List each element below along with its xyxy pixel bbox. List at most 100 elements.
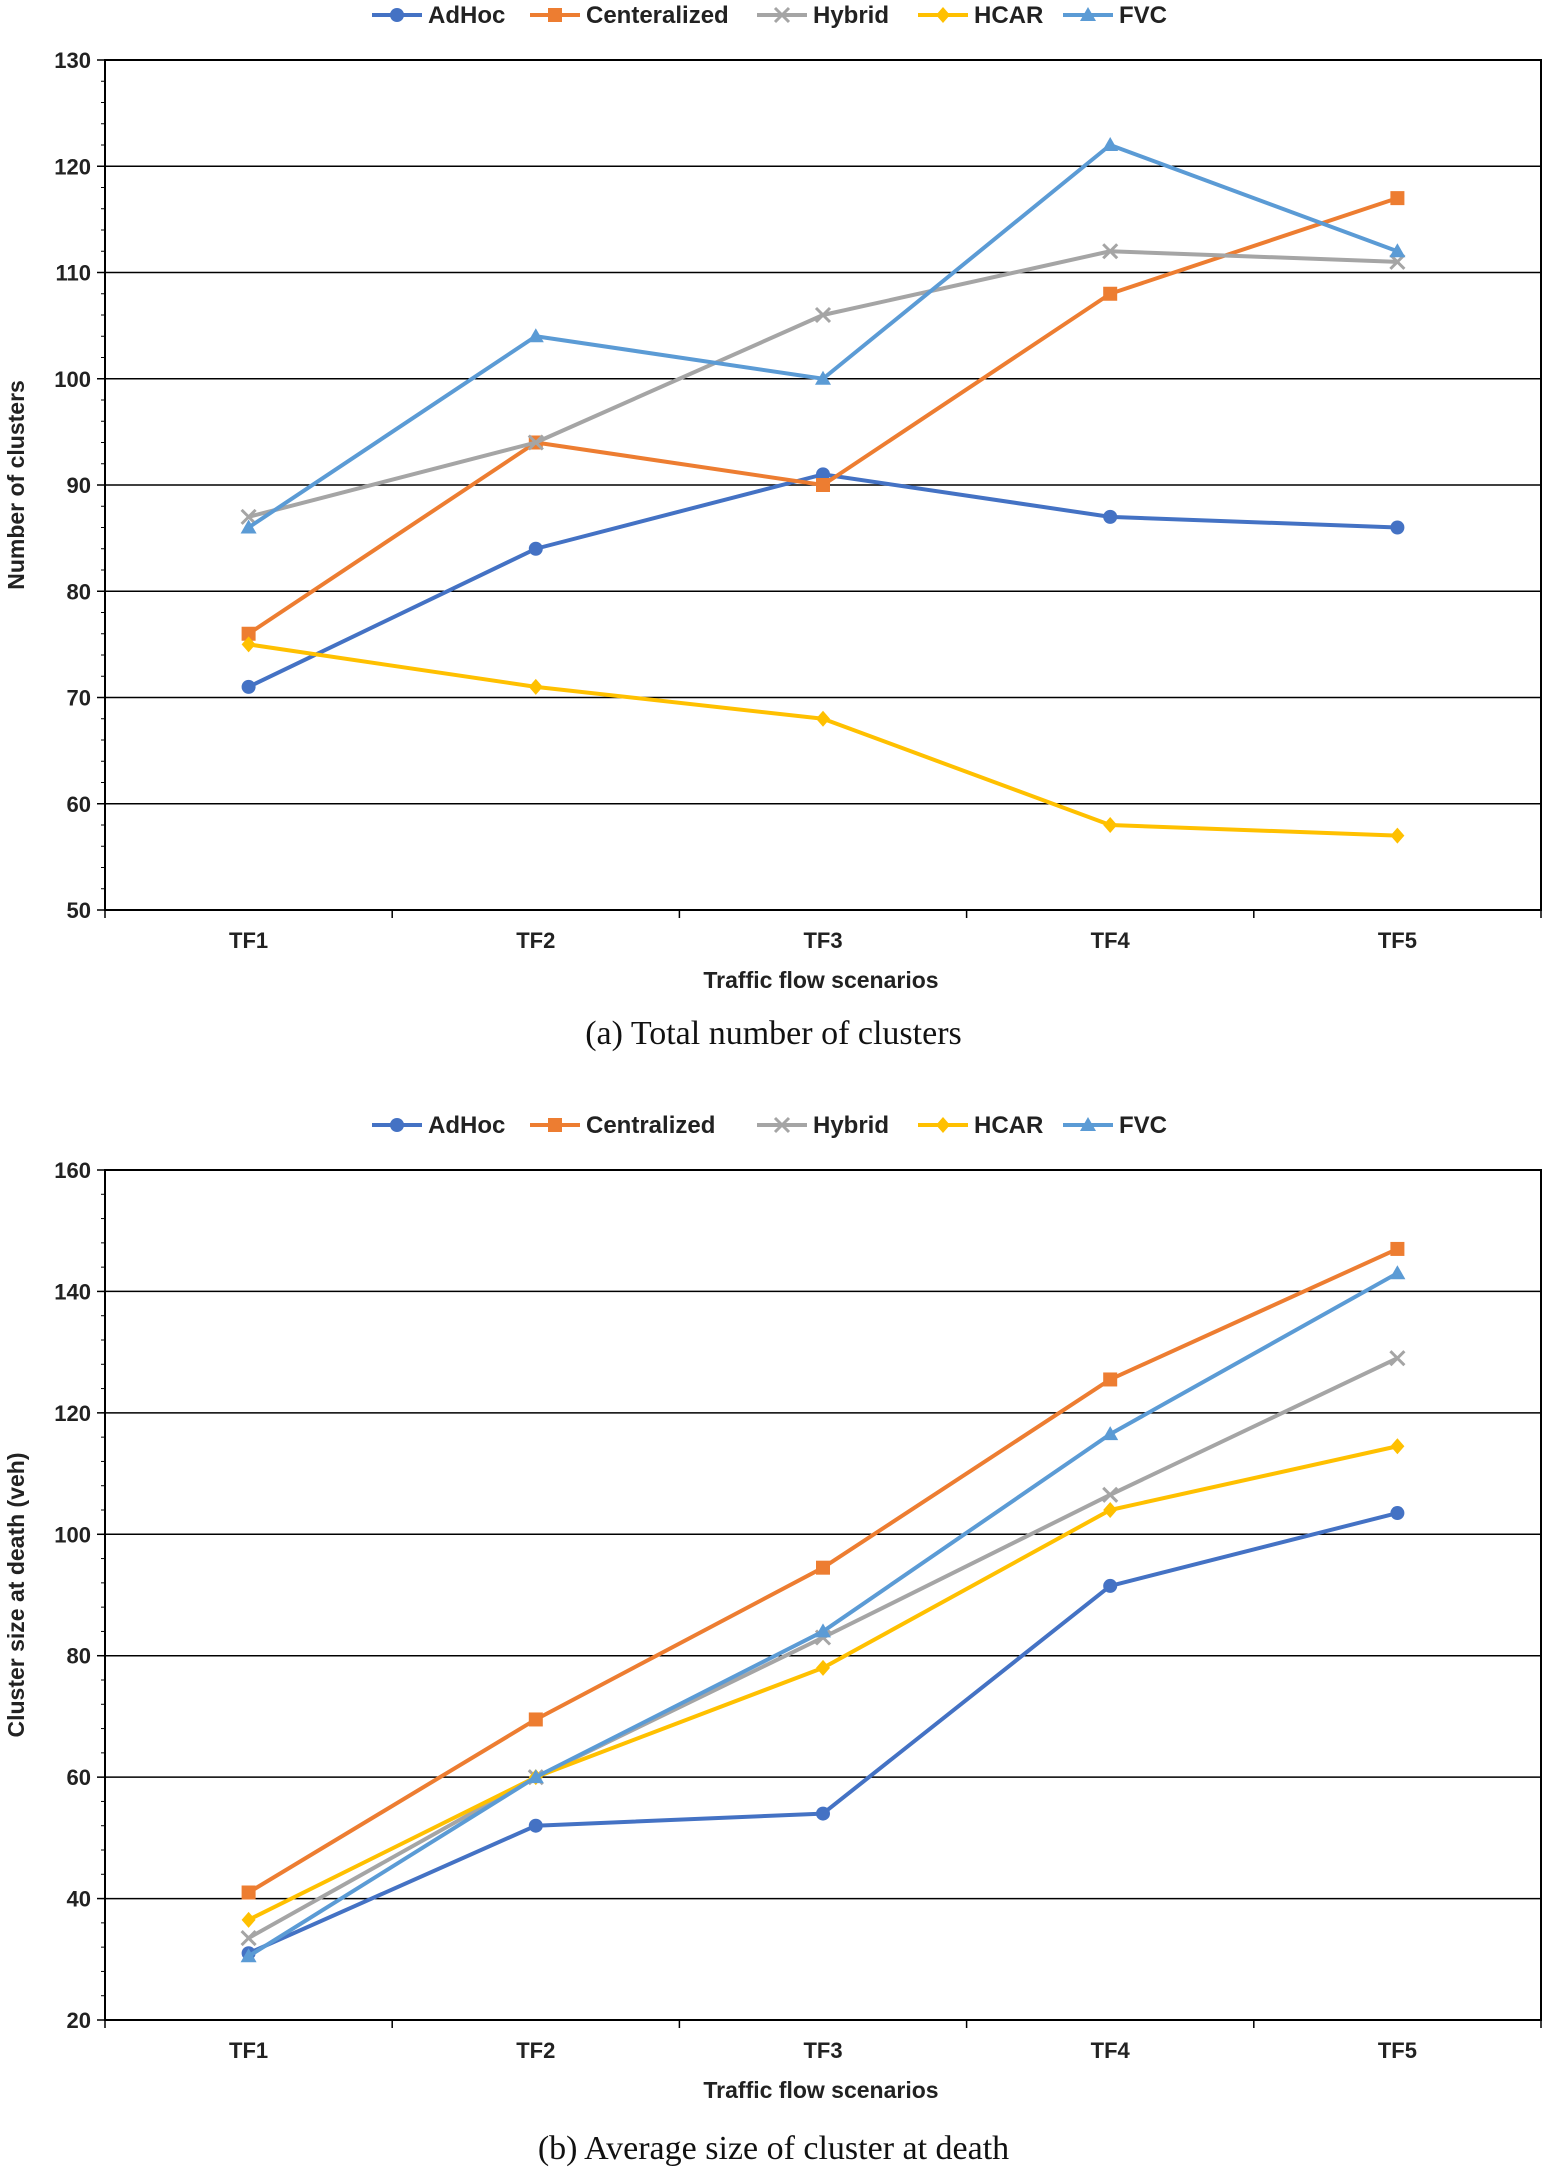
data-point	[816, 1659, 830, 1676]
legend-label: HCAR	[974, 2, 1043, 29]
data-point	[816, 467, 830, 482]
data-point	[1103, 286, 1118, 301]
legend-item-centralized: Centralized	[530, 1112, 715, 1139]
series-line	[247, 1511, 1398, 1956]
data-point	[816, 1560, 830, 1575]
y-tick-label: 90	[67, 473, 91, 498]
chart-panel-a: AdHoc Centeralized Hybrid HCAR FVC 50 60 70 80 90…	[0, 0, 1547, 1080]
legend-item-hybrid: Hybrid	[757, 1112, 889, 1139]
legend-label: Centralized	[586, 1112, 715, 1139]
legend-label: Hybrid	[813, 1112, 889, 1139]
legend-swatch-marker	[390, 1118, 404, 1132]
y-tick-label: 110	[56, 261, 92, 286]
data-point	[527, 328, 544, 343]
y-tick-label: 80	[67, 579, 91, 604]
series-centralized	[241, 1241, 1405, 1900]
x-tick-label: TF5	[1378, 928, 1417, 953]
data-point	[1389, 243, 1406, 258]
x-tick-label: TF4	[1091, 2038, 1131, 2063]
data-point	[1390, 827, 1405, 844]
series-line	[247, 1271, 1399, 1958]
data-point	[1390, 1506, 1405, 1521]
chart-a-legend: AdHoc Centeralized Hybrid HCAR FVC	[372, 2, 1167, 29]
data-point	[814, 306, 832, 324]
series-hcar	[241, 1438, 1405, 1928]
data-point	[1103, 1372, 1118, 1387]
y-axis-title: Number of clusters	[3, 380, 29, 590]
data-point	[241, 626, 256, 641]
y-axis-title: Cluster size at death (veh)	[3, 1452, 29, 1737]
data-point	[1390, 520, 1405, 535]
data-point	[1389, 1265, 1406, 1280]
series-line	[247, 472, 1398, 689]
chart-b-legend: AdHoc Centralized Hybrid HCAR FVC	[372, 1112, 1167, 1139]
data-point	[815, 1623, 831, 1638]
legend-swatch-marker	[773, 1116, 791, 1134]
y-tick-label: 120	[54, 1401, 91, 1426]
y-tick-label: 120	[54, 154, 91, 179]
data-point	[1103, 1578, 1118, 1593]
series-hcar	[241, 636, 1405, 844]
data-point	[1102, 1486, 1119, 1503]
data-point	[1389, 1350, 1406, 1367]
data-point	[1390, 1241, 1405, 1256]
chart-a-gridlines: 50 60 70 80 90 100 110 120 130	[54, 48, 1541, 923]
x-tick-label: TF2	[516, 2038, 555, 2063]
x-tick-label: TF5	[1378, 2038, 1417, 2063]
legend-swatch-marker	[936, 7, 950, 23]
legend-item-adhoc: AdHoc	[372, 1112, 505, 1139]
data-point	[528, 1712, 543, 1727]
series-hybrid	[240, 1350, 1406, 1947]
chart-a-caption: (a) Total number of clusters	[585, 1015, 962, 1052]
data-point	[1102, 137, 1119, 151]
legend-label: HCAR	[974, 1112, 1043, 1139]
legend-item-adhoc: AdHoc	[372, 2, 505, 29]
chart-b-caption: (b) Average size of cluster at death	[537, 2130, 1010, 2167]
data-point	[240, 508, 257, 525]
data-point	[1103, 1502, 1118, 1518]
legend-label: Centeralized	[586, 2, 729, 29]
series-fvc	[240, 137, 1406, 534]
x-tick-label: TF1	[229, 928, 268, 953]
legend-swatch-marker	[1080, 7, 1096, 21]
legend-item-hcar: HCAR	[918, 2, 1043, 29]
legend-swatch-marker	[773, 6, 791, 24]
data-point	[241, 1911, 256, 1928]
data-point	[815, 370, 831, 385]
legend-label: FVC	[1119, 2, 1167, 29]
series-fvc	[240, 1265, 1406, 1963]
legend-label: AdHoc	[428, 1112, 505, 1139]
data-point	[1390, 191, 1405, 206]
y-tick-label: 160	[54, 1158, 91, 1183]
legend-item-centeralized: Centeralized	[530, 2, 729, 29]
x-tick-label: TF4	[1091, 928, 1131, 953]
data-point	[240, 519, 257, 534]
data-point	[241, 679, 256, 694]
series-adhoc	[241, 1506, 1405, 1961]
series-line	[247, 196, 1399, 636]
data-point	[816, 1806, 830, 1821]
legend-item-fvc: FVC	[1063, 1112, 1167, 1139]
data-point	[1102, 1426, 1119, 1441]
data-point	[241, 636, 256, 653]
y-tick-label: 100	[54, 367, 91, 392]
legend-item-hcar: HCAR	[918, 1112, 1043, 1139]
x-tick-label: TF1	[229, 2038, 268, 2063]
y-tick-label: 140	[54, 1279, 91, 1304]
plot-area-frame	[104, 59, 1542, 911]
data-point	[816, 478, 830, 492]
data-point	[240, 1948, 257, 1963]
chart-a-x-axis: TF1 TF2 TF3 TF4 TF5	[104, 910, 1542, 953]
data-point	[240, 1929, 257, 1947]
data-point	[528, 1818, 543, 1833]
chart-b: AdHoc Centralized Hybrid HCAR FVC 20 40 60 80 100…	[3, 1112, 1542, 2103]
y-tick-label: 60	[67, 792, 91, 817]
x-tick-label: TF2	[516, 928, 555, 953]
y-tick-label: 80	[67, 1644, 91, 1669]
data-point	[528, 541, 543, 556]
legend-item-hybrid: Hybrid	[757, 2, 889, 29]
y-tick-label: 20	[67, 2008, 91, 2033]
series-line	[248, 642, 1398, 838]
legend-item-fvc: FVC	[1063, 2, 1167, 29]
y-tick-label: 130	[54, 48, 91, 73]
